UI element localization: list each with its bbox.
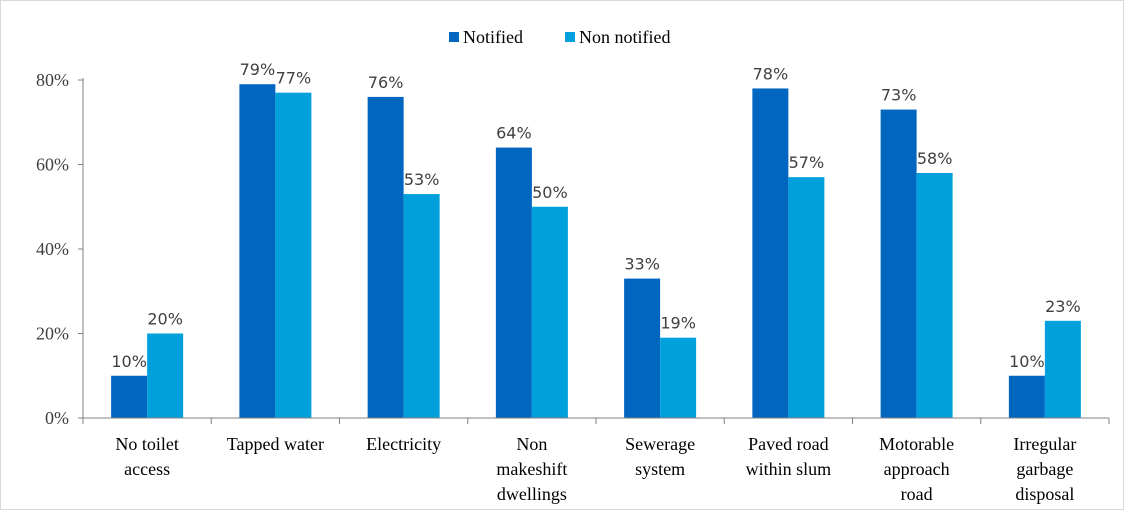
- bar: [1044, 320, 1081, 418]
- y-axis: 0% 20% 40% 60% 80%: [36, 70, 84, 428]
- data-label: 53%: [404, 170, 440, 189]
- category-label: road: [901, 484, 933, 504]
- bar: [660, 337, 697, 418]
- bar: [275, 92, 312, 419]
- data-labels: 10% 79% 76% 64% 33% 78% 73% 10% 20% 77% 53% 50% 19% 5…: [111, 60, 1080, 371]
- data-label: 10%: [1009, 352, 1045, 371]
- category-label: Non: [516, 434, 547, 454]
- category-label: Motorable: [879, 434, 954, 454]
- data-label: 19%: [660, 314, 696, 333]
- bar: [916, 172, 953, 418]
- category-label: approach: [884, 459, 950, 479]
- bar: [239, 84, 276, 418]
- category-label: system: [635, 459, 685, 479]
- y-tick-label: 0%: [45, 408, 69, 428]
- data-label: 20%: [147, 310, 183, 329]
- data-label: 78%: [753, 64, 789, 83]
- category-label: within slum: [746, 459, 832, 479]
- category-label: dwellings: [497, 484, 567, 504]
- data-label: 64%: [496, 124, 532, 143]
- data-label: 50%: [532, 183, 568, 202]
- legend-swatch: [565, 32, 575, 42]
- data-label: 57%: [789, 153, 825, 172]
- data-label: 79%: [240, 60, 276, 79]
- category-label: Tapped water: [227, 434, 324, 454]
- legend-swatch: [449, 32, 459, 42]
- x-axis: No toilet access Tapped water Electricity No…: [82, 417, 1110, 504]
- bar: [367, 96, 404, 419]
- y-tick-label: 40%: [36, 239, 69, 259]
- bar: [403, 194, 440, 418]
- category-label: Irregular: [1013, 434, 1076, 454]
- data-label: 10%: [111, 352, 147, 371]
- data-label: 77%: [276, 69, 312, 88]
- data-label: 73%: [881, 86, 917, 105]
- category-label: Electricity: [366, 434, 441, 454]
- category-label: disposal: [1015, 484, 1074, 504]
- legend: Notified Non notified: [449, 27, 671, 47]
- category-label: Paved road: [748, 434, 828, 454]
- category-label: No toilet: [115, 434, 179, 454]
- legend-label: Notified: [463, 27, 523, 47]
- bars: [111, 84, 1081, 419]
- data-label: 76%: [368, 73, 404, 92]
- bar: [788, 177, 825, 418]
- data-label: 23%: [1045, 297, 1081, 316]
- legend-label: Non notified: [579, 27, 671, 47]
- bar: [147, 333, 184, 418]
- bar: [495, 147, 532, 418]
- data-label: 58%: [917, 149, 953, 168]
- data-label: 33%: [624, 255, 660, 274]
- bar: [752, 88, 789, 418]
- category-label: Sewerage: [625, 434, 695, 454]
- bar: [531, 206, 568, 418]
- y-tick-label: 20%: [36, 324, 69, 344]
- category-label: makeshift: [496, 459, 567, 479]
- bar: [880, 109, 917, 418]
- y-tick-label: 60%: [36, 155, 69, 175]
- category-label: access: [124, 459, 170, 479]
- category-label: garbage: [1016, 459, 1073, 479]
- bar: [624, 278, 661, 418]
- y-tick-label: 80%: [36, 70, 69, 90]
- bar: [111, 375, 148, 418]
- bar: [1008, 375, 1045, 418]
